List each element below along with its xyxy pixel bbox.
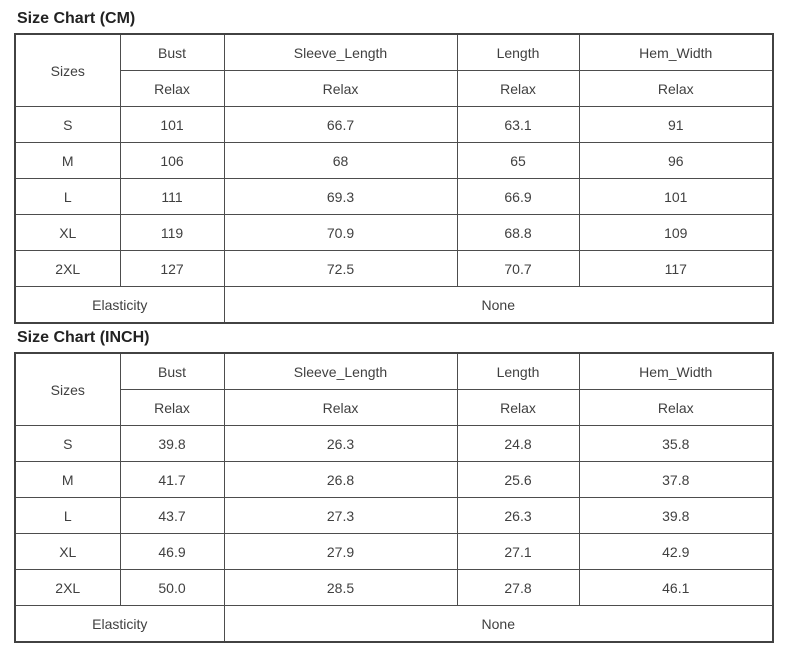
size-cell: M — [14, 142, 121, 179]
column-header-length: Length — [456, 33, 580, 71]
measurement-cell: 35.8 — [578, 425, 774, 462]
size-chart-inch-table: Sizes Bust Sleeve_Length Length Hem_Widt… — [14, 352, 774, 643]
measurement-cell: 127 — [119, 250, 225, 287]
table-row: 2XL 127 72.5 70.7 117 — [14, 250, 774, 287]
column-header-sleeve-length: Sleeve_Length — [223, 33, 458, 71]
measurement-cell: 106 — [119, 142, 225, 179]
measurement-cell: 27.9 — [223, 533, 458, 570]
header-row-main: Sizes Bust Sleeve_Length Length Hem_Widt… — [14, 352, 774, 426]
measurement-cell: 101 — [578, 178, 774, 215]
column-header-length: Length — [456, 352, 580, 390]
measurement-cell: 27.3 — [223, 497, 458, 534]
relax-subheader: Relax — [456, 70, 580, 107]
relax-subheader: Relax — [456, 389, 580, 426]
size-chart-cm-table: Sizes Bust Sleeve_Length Length Hem_Widt… — [14, 33, 774, 324]
size-chart-inch-title: Size Chart (INCH) — [17, 329, 150, 346]
column-header-hem-width: Hem_Width — [578, 352, 774, 390]
elasticity-value-cell: None — [223, 605, 774, 643]
relax-subheader: Relax — [223, 389, 458, 426]
measurement-cell: 39.8 — [578, 497, 774, 534]
table-row: L 111 69.3 66.9 101 — [14, 178, 774, 215]
measurement-cell: 70.7 — [456, 250, 580, 287]
measurement-cell: 70.9 — [223, 214, 458, 251]
measurement-cell: 28.5 — [223, 569, 458, 606]
size-cell: L — [14, 178, 121, 215]
table-row: M 106 68 65 96 — [14, 142, 774, 179]
size-cell: S — [14, 106, 121, 143]
size-chart-cm-section: Size Chart (CM) Sizes Bust Sleeve_Length… — [14, 9, 774, 324]
size-cell: S — [14, 425, 121, 462]
measurement-cell: 39.8 — [119, 425, 225, 462]
measurement-cell: 65 — [456, 142, 580, 179]
measurement-cell: 66.9 — [456, 178, 580, 215]
table-row: S 101 66.7 63.1 91 — [14, 106, 774, 143]
relax-subheader: Relax — [578, 389, 774, 426]
size-cell: L — [14, 497, 121, 534]
measurement-cell: 68 — [223, 142, 458, 179]
column-header-bust: Bust — [119, 352, 225, 390]
measurement-cell: 37.8 — [578, 461, 774, 498]
size-chart-inch-section: Size Chart (INCH) Sizes Bust Sleeve_Leng… — [14, 328, 774, 643]
measurement-cell: 46.1 — [578, 569, 774, 606]
measurement-cell: 91 — [578, 106, 774, 143]
relax-subheader: Relax — [119, 70, 225, 107]
measurement-cell: 101 — [119, 106, 225, 143]
sizes-header-cell: Sizes — [14, 33, 121, 107]
table-row: S 39.8 26.3 24.8 35.8 — [14, 425, 774, 462]
measurement-cell: 27.8 — [456, 569, 580, 606]
measurement-cell: 26.3 — [223, 425, 458, 462]
measurement-cell: 69.3 — [223, 178, 458, 215]
measurement-cell: 96 — [578, 142, 774, 179]
measurement-cell: 43.7 — [119, 497, 225, 534]
header-row-sub: Relax Relax Relax Relax — [15, 389, 774, 426]
measurement-cell: 111 — [119, 178, 225, 215]
table-row: M 41.7 26.8 25.6 37.8 — [14, 461, 774, 498]
column-header-sleeve-length: Sleeve_Length — [223, 352, 458, 390]
size-cell: XL — [14, 533, 121, 570]
measurement-cell: 42.9 — [578, 533, 774, 570]
relax-subheader: Relax — [119, 389, 225, 426]
elasticity-row: Elasticity None — [14, 605, 774, 643]
measurement-cell: 46.9 — [119, 533, 225, 570]
measurement-cell: 63.1 — [456, 106, 580, 143]
size-chart-cm-title: Size Chart (CM) — [17, 10, 136, 27]
measurement-cell: 26.3 — [456, 497, 580, 534]
elasticity-row: Elasticity None — [14, 286, 774, 324]
measurement-cell: 50.0 — [119, 569, 225, 606]
measurement-cell: 26.8 — [223, 461, 458, 498]
size-cell: 2XL — [14, 569, 121, 606]
header-row-sub: Relax Relax Relax Relax — [15, 70, 774, 107]
measurement-cell: 117 — [578, 250, 774, 287]
measurement-cell: 119 — [119, 214, 225, 251]
elasticity-value-cell: None — [223, 286, 774, 324]
elasticity-label-cell: Elasticity — [14, 605, 225, 643]
measurement-cell: 68.8 — [456, 214, 580, 251]
elasticity-label-cell: Elasticity — [14, 286, 225, 324]
size-cell: 2XL — [14, 250, 121, 287]
measurement-cell: 24.8 — [456, 425, 580, 462]
table-row: 2XL 50.0 28.5 27.8 46.1 — [14, 569, 774, 606]
measurement-cell: 41.7 — [119, 461, 225, 498]
measurement-cell: 66.7 — [223, 106, 458, 143]
measurement-cell: 109 — [578, 214, 774, 251]
measurement-cell: 25.6 — [456, 461, 580, 498]
table-row: L 43.7 27.3 26.3 39.8 — [14, 497, 774, 534]
column-header-hem-width: Hem_Width — [578, 33, 774, 71]
measurement-cell: 27.1 — [456, 533, 580, 570]
column-header-bust: Bust — [119, 33, 225, 71]
size-cell: XL — [14, 214, 121, 251]
table-row: XL 46.9 27.9 27.1 42.9 — [14, 533, 774, 570]
table-row: XL 119 70.9 68.8 109 — [14, 214, 774, 251]
measurement-cell: 72.5 — [223, 250, 458, 287]
sizes-header-cell: Sizes — [14, 352, 121, 426]
header-row-main: Sizes Bust Sleeve_Length Length Hem_Widt… — [14, 33, 774, 107]
size-cell: M — [14, 461, 121, 498]
relax-subheader: Relax — [223, 70, 458, 107]
relax-subheader: Relax — [578, 70, 774, 107]
